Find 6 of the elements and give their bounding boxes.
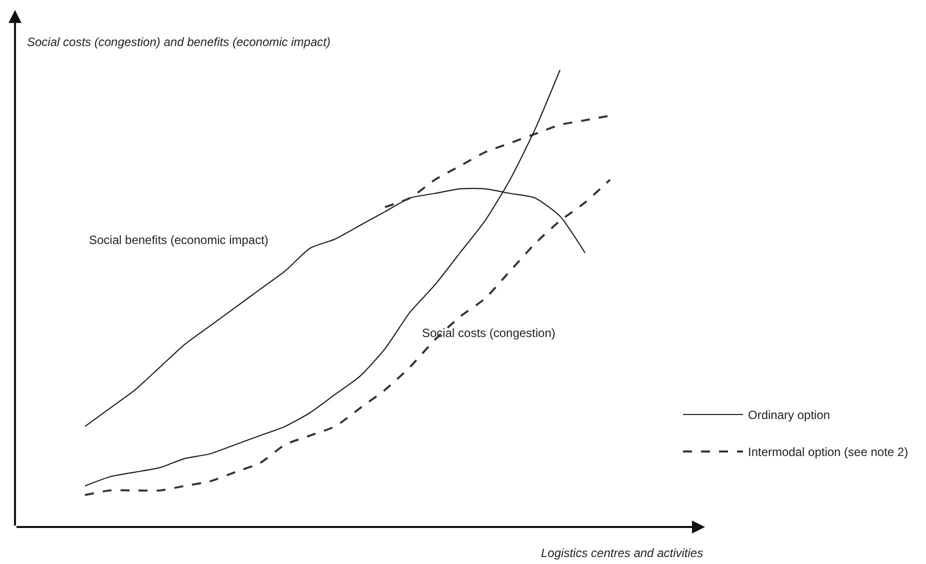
annotation: Social benefits (economic impact): [89, 233, 268, 247]
x-axis-title: Logistics centres and activities: [541, 546, 704, 560]
legend-label: Ordinary option: [748, 408, 830, 422]
legend-label: Intermodal option (see note 2): [748, 445, 908, 460]
annotation: Social costs (congestion): [422, 326, 556, 340]
y-axis-title: Social costs (congestion) and benefits (economic impact): [27, 35, 330, 49]
